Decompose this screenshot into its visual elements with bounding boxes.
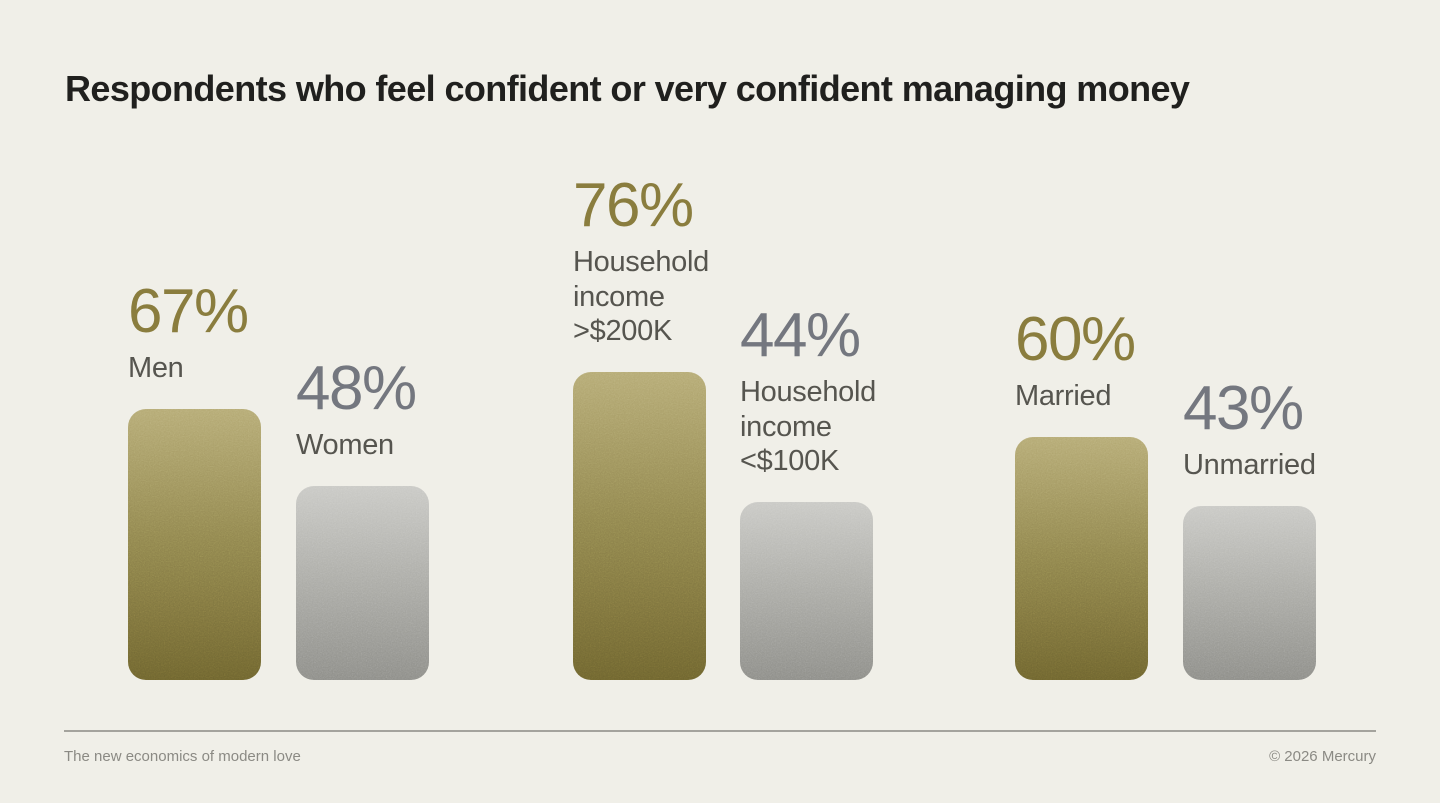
grain-texture [1015, 437, 1148, 680]
bar-column-unmarried: 43% Unmarried [1183, 373, 1316, 680]
value-label-men: 67% [128, 276, 249, 346]
value-label-unmarried: 43% [1183, 373, 1304, 443]
grain-texture [1183, 506, 1316, 680]
value-label-married: 60% [1015, 304, 1136, 374]
value-label-income-over-200k: 76% [573, 171, 694, 241]
footer-copyright: © 2026 Mercury [1269, 748, 1376, 765]
bar-income-under-100k [740, 502, 873, 680]
bar-column-income-over-200k: 76% Household income >$200K [573, 175, 709, 680]
grain-texture [740, 502, 873, 680]
bar-column-married: 60% Married [1015, 304, 1148, 680]
bar-labels-men: 67% Men [128, 276, 249, 385]
bar-column-men: 67% Men [128, 276, 261, 680]
bar-income-over-200k [573, 372, 706, 680]
chart-title: Respondents who feel confident or very c… [65, 68, 1190, 109]
category-label-women: Women [296, 428, 394, 461]
bar-labels-unmarried: 43% Unmarried [1183, 373, 1316, 482]
category-label-income-under-100k: Household income <$100K [740, 376, 876, 477]
category-label-income-over-200k: Household income >$200K [573, 246, 709, 347]
category-label-unmarried: Unmarried [1183, 448, 1316, 481]
value-label-income-under-100k: 44% [740, 301, 861, 371]
grain-texture [573, 372, 706, 680]
bar-column-income-under-100k: 44% Household income <$100K [740, 305, 876, 680]
category-label-men: Men [128, 351, 184, 384]
footer-divider [64, 730, 1376, 732]
grain-texture [128, 409, 261, 680]
bar-labels-women: 48% Women [296, 353, 417, 462]
bar-labels-income-over-200k: 76% Household income >$200K [573, 175, 709, 348]
bar-labels-income-under-100k: 44% Household income <$100K [740, 305, 876, 478]
bar-men [128, 409, 261, 680]
bar-married [1015, 437, 1148, 680]
bar-labels-married: 60% Married [1015, 304, 1136, 413]
grain-texture [296, 486, 429, 680]
category-label-married: Married [1015, 379, 1112, 412]
bar-unmarried [1183, 506, 1316, 680]
bar-women [296, 486, 429, 680]
bar-column-women: 48% Women [296, 353, 429, 680]
value-label-women: 48% [296, 353, 417, 423]
footer-source-label: The new economics of modern love [64, 748, 301, 765]
